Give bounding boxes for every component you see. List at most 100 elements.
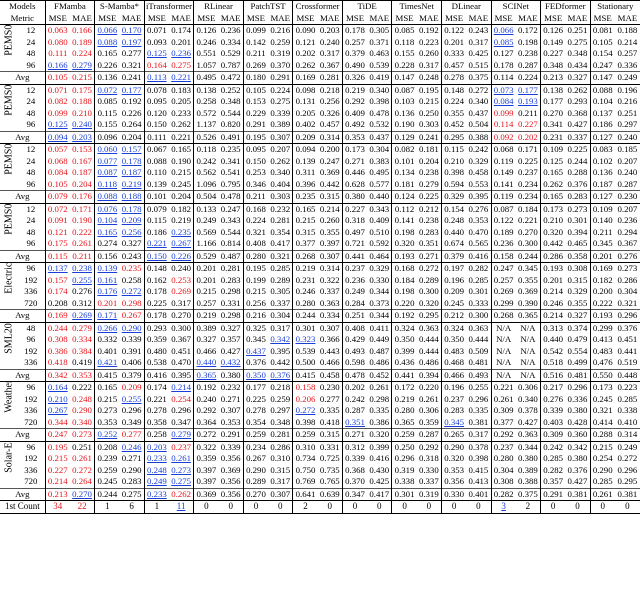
metric-value: 0.282 — [540, 464, 566, 476]
horizon-label: 192 — [24, 393, 38, 404]
metric-mae: MAE — [121, 12, 142, 23]
table-row: 96 0.125 0.240 0.155 0.264 0.150 0.262 1.137 0.8… — [0, 119, 640, 131]
metric-value: 0.142 — [242, 36, 269, 48]
metric-value: 0.285 — [617, 393, 638, 404]
avg-value: 0.214 — [540, 309, 566, 322]
avg-value: 0.301 — [391, 487, 417, 501]
metric-value: 0.237 — [518, 167, 538, 177]
avg-value: 0.295 — [416, 309, 442, 322]
horizon-label: 720 — [24, 416, 38, 427]
metric-value: 0.466 — [193, 345, 219, 357]
metric-value: 1.166 — [193, 238, 219, 250]
model-name-dlinear: DLinear — [440, 0, 492, 13]
metric-value: 0.319 — [270, 48, 291, 58]
metric-value: 0.390 — [518, 297, 538, 308]
metric-value: 0.312 — [341, 440, 368, 453]
metric-mse: MSE — [589, 12, 615, 25]
avg-value: 0.320 — [367, 428, 392, 441]
metric-value: 0.674 — [440, 238, 467, 250]
horizon-label: 96 — [17, 381, 46, 394]
avg-value: 0.495 — [193, 71, 219, 84]
metric-value: 0.223 — [418, 36, 439, 47]
metric-value: 0.202 — [292, 48, 318, 60]
metric-mse: MSE — [292, 12, 318, 25]
metric-value: 0.398 — [468, 453, 489, 463]
avg-value: 0.641 — [292, 487, 318, 501]
metric-value: 0.165 — [94, 226, 120, 238]
avg-value: 0.281 — [268, 428, 293, 441]
metric-value: 0.294 — [617, 226, 638, 237]
avg-value: 0.314 — [614, 428, 640, 441]
metric-value: 0.320 — [418, 297, 439, 308]
metric-value: 0.240 — [169, 262, 194, 275]
metric-value: 0.402 — [292, 119, 318, 131]
avg-row: Avg 0.169 0.269 0.171 0.267 0.178 0.270 0.219 0.… — [0, 309, 640, 322]
metric-value: 0.463 — [369, 48, 390, 58]
metric-value: N/A — [490, 357, 516, 369]
metric-value: 0.115 — [94, 107, 120, 119]
metric-value: 0.490 — [341, 59, 368, 72]
metric-value: 0.331 — [220, 297, 241, 308]
table-row: Solar-Energy 96 0.195 0.251 0.208 0.246 0.203 0… — [0, 440, 640, 488]
metric-value: 0.430 — [369, 464, 390, 475]
avg-value: 0.202 — [515, 130, 541, 144]
metric-value: 0.122 — [490, 215, 516, 227]
avg-value: 0.244 — [94, 487, 120, 501]
metric-value: 0.479 — [567, 334, 588, 344]
metric-value: 0.344 — [369, 286, 390, 296]
metric-value: 0.255 — [121, 393, 142, 404]
metric-value: 0.085 — [490, 36, 516, 48]
metric-value: 0.340 — [367, 83, 392, 96]
metric-value: 0.305 — [270, 286, 291, 296]
metric-value: 0.357 — [540, 476, 566, 488]
metric-value: 0.389 — [518, 464, 538, 475]
avg-value: 0.188 — [119, 190, 145, 203]
avg-value: 0.291 — [540, 487, 566, 501]
metric-value: 0.348 — [270, 416, 291, 427]
metric-value: 0.441 — [617, 345, 638, 356]
metric-value: 0.337 — [270, 297, 291, 308]
metric-value: 0.178 — [121, 155, 142, 166]
metric-value: 0.227 — [540, 48, 566, 60]
metric-value: 0.468 — [440, 357, 467, 369]
avg-value: 0.288 — [589, 428, 615, 441]
metric-value: 0.204 — [418, 155, 439, 166]
avg-value: 0.101 — [143, 190, 169, 203]
avg-value: 0.216 — [242, 309, 269, 322]
dataset-label: PEMS07 — [0, 143, 18, 191]
avg-value: 0.267 — [119, 309, 145, 322]
metric-value: 0.245 — [589, 393, 615, 405]
metric-value: 0.250 — [418, 107, 439, 118]
metric-value: 0.153 — [69, 143, 95, 156]
avg-value: 0.286 — [540, 249, 566, 263]
metric-mse: MSE — [143, 12, 169, 25]
metric-value: 0.628 — [341, 178, 368, 191]
metric-value: 0.398 — [369, 96, 390, 106]
metric-value: 0.260 — [319, 215, 340, 225]
metric-mae: MAE — [567, 12, 588, 23]
metric-value: 0.408 — [341, 321, 368, 334]
metric-value: 0.221 — [490, 381, 516, 394]
metric-value: 0.280 — [292, 297, 318, 310]
metric-value: 0.299 — [490, 297, 516, 310]
metric-value: 0.397 — [193, 464, 219, 476]
metric-value: 0.195 — [416, 83, 442, 96]
avg-value: 0.334 — [317, 309, 343, 322]
metric-value: 0.237 — [490, 440, 516, 453]
metric-value: 0.060 — [94, 143, 120, 156]
table-row: 48 0.121 0.222 0.165 0.256 0.186 0.235 0.569 0.5… — [0, 226, 640, 238]
metric-value: 0.299 — [589, 321, 615, 334]
avg-value: 0.221 — [169, 130, 194, 144]
metric-value: 0.304 — [367, 143, 392, 156]
metric-value: 0.095 — [143, 96, 169, 108]
metric-value: 0.189 — [72, 36, 92, 47]
metric-value: 0.251 — [565, 24, 591, 37]
metric-value: 0.529 — [220, 48, 241, 58]
metric-value: 0.337 — [418, 476, 439, 486]
metric-value: 0.072 — [94, 83, 120, 96]
metric-value: 0.211 — [589, 226, 615, 238]
metric-value: 0.376 — [614, 321, 640, 334]
metric-value: 0.104 — [589, 96, 615, 108]
metric-value: 0.158 — [292, 381, 318, 394]
metric-value: 0.290 — [121, 464, 142, 475]
